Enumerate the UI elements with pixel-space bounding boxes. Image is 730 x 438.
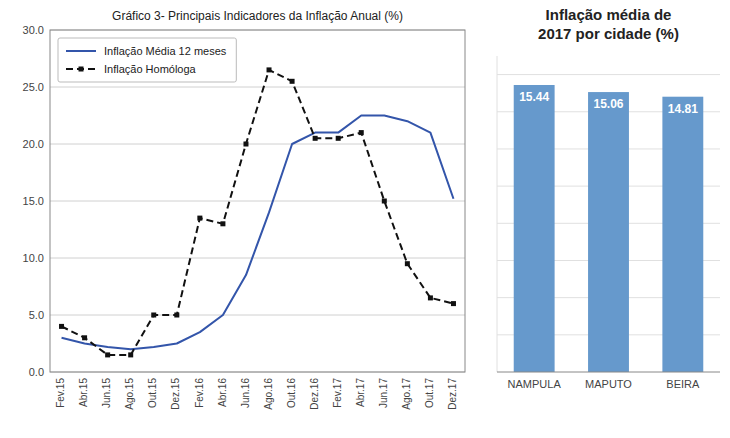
y-tick-label: 20.0 [23, 138, 44, 150]
range-line [497, 56, 498, 372]
grid-line [497, 74, 720, 75]
y-tick-label: 15.0 [23, 195, 44, 207]
x-tick-label: Out.17 [424, 378, 435, 408]
series-marker [105, 352, 110, 357]
x-tick-label: Abr.17 [355, 378, 366, 407]
series-marker [59, 324, 64, 329]
x-tick-label: NAMPULA [508, 378, 562, 390]
series-marker [451, 301, 456, 306]
x-tick-label: Fev.16 [194, 378, 205, 408]
series-marker [220, 221, 225, 226]
grid-line [50, 315, 465, 316]
x-tick-label: Out.15 [147, 378, 158, 408]
x-tick-label: BEIRA [666, 378, 700, 390]
series-marker [243, 142, 248, 147]
x-tick-label: Ago.16 [263, 378, 274, 410]
series-marker [151, 313, 156, 318]
chart-canvas: 0.0 5.0 10.0 15.0 20.0 25.0 30.0 Fev.15 Abr.15 Ju… [0, 0, 730, 438]
series-marker [405, 261, 410, 266]
legend-swatch [66, 50, 96, 52]
x-tick-label: Out.16 [286, 378, 297, 408]
legend: Inflação Média 12 meses Inflação Homóloga [58, 38, 236, 82]
grid-line [50, 201, 465, 202]
series-marker [359, 130, 364, 135]
x-tick-label: Jun.16 [240, 378, 251, 408]
x-tick-label: Abr.15 [78, 378, 89, 407]
x-tick-label: Fev.17 [332, 378, 343, 408]
grid-line [50, 144, 465, 145]
series-marker [128, 352, 133, 357]
bar [588, 92, 629, 372]
x-axis-line [497, 372, 720, 373]
data-label: 14.81 [668, 102, 698, 116]
bar [662, 97, 703, 372]
y-tick-label: 25.0 [23, 81, 44, 93]
chart-title: Inflação média de2017 por cidade (%) [538, 6, 679, 42]
data-label: 15.44 [519, 90, 549, 104]
series-marker [82, 335, 87, 340]
chart-title: Gráfico 3- Principais Indicadores da Inf… [112, 9, 403, 23]
y-tick-label: 30.0 [23, 24, 44, 36]
series-marker [313, 136, 318, 141]
series-line [62, 116, 454, 350]
x-tick-label: Jun.17 [378, 378, 389, 408]
x-tick-label: MAPUTO [585, 378, 632, 390]
x-tick-label: Fev.15 [55, 378, 66, 408]
x-tick-label: Ago.15 [124, 378, 135, 410]
series-marker [197, 216, 202, 221]
plot-marks [59, 67, 456, 357]
series-marker [290, 79, 295, 84]
legend-label: Inflação Média 12 meses [104, 45, 227, 57]
series-marker [267, 67, 272, 72]
series-marker [174, 313, 179, 318]
series-line [62, 70, 454, 355]
x-tick-label: Ago.17 [401, 378, 412, 410]
bar [514, 85, 555, 372]
legend-marker [79, 67, 84, 72]
x-tick-label: Dez.15 [170, 378, 181, 410]
grid-line [50, 87, 465, 88]
grid-line [50, 258, 465, 259]
legend-label: Inflação Homóloga [104, 63, 197, 75]
series-marker [428, 295, 433, 300]
x-tick-label: Dez.16 [309, 378, 320, 410]
series-marker [382, 199, 387, 204]
y-tick-label: 0.0 [29, 366, 44, 378]
plot-marks [514, 85, 704, 372]
plot-frame [50, 30, 465, 372]
data-label: 15.06 [593, 97, 623, 111]
plot-area [50, 30, 465, 372]
legend-box [58, 38, 236, 82]
series-marker [336, 136, 341, 141]
y-tick-label: 10.0 [23, 252, 44, 264]
x-tick-label: Jun.15 [101, 378, 112, 408]
x-tick-label: Dez.17 [447, 378, 458, 410]
x-tick-label: Abr.16 [217, 378, 228, 407]
y-tick-label: 5.0 [29, 309, 44, 321]
